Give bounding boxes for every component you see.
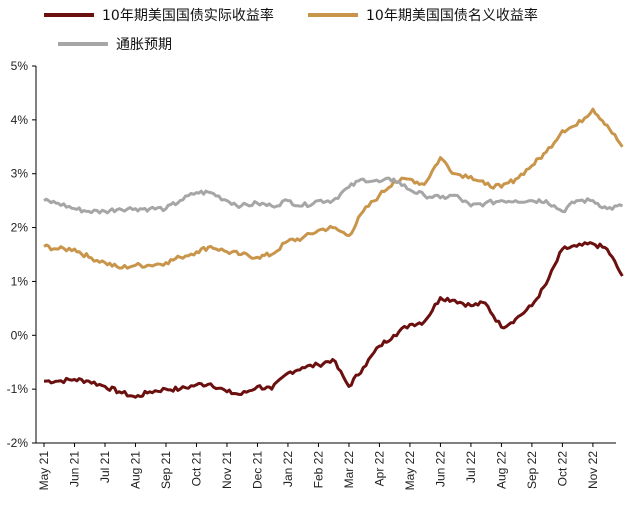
y-tick-label: -2%: [7, 436, 29, 450]
legend-label-nominal-yield: 10年期美国国债名义收益率: [366, 8, 538, 24]
x-tick-label: Aug 21: [128, 451, 142, 489]
y-tick-label: 3%: [11, 167, 29, 181]
x-tick-label: Jun 21: [67, 451, 81, 487]
x-tick-label: Nov 21: [220, 451, 234, 489]
legend-swatch-inflation-expectation: [58, 42, 108, 46]
x-tick-label: Jul 21: [98, 451, 112, 483]
legend-label-inflation-expectation: 通胀预期: [116, 37, 172, 53]
x-tick-label: Jan 22: [281, 451, 295, 487]
y-tick-label: 4%: [11, 113, 29, 127]
y-tick-label: 2%: [11, 221, 29, 235]
series-nominal-yield: [43, 107, 624, 270]
legend-swatch-real-yield: [44, 13, 94, 17]
x-tick-labels: May 21 Jun 21 Jul 21 Aug 21 Sep 21 Oct 21 Nov …: [37, 451, 600, 491]
x-tick-label: May 21: [37, 451, 51, 491]
series-group: [43, 107, 624, 399]
x-tick-label: Aug 22: [494, 451, 508, 489]
x-tick-label: Sep 21: [159, 451, 173, 489]
y-tick-label: -1%: [7, 382, 29, 396]
x-tick-label: Jul 22: [464, 451, 478, 483]
legend-label-real-yield: 10年期美国国债实际收益率: [102, 8, 274, 24]
x-tick-label: Dec 21: [250, 451, 264, 489]
y-tick-label: 0%: [11, 328, 29, 342]
legend-item-nominal-yield: 10年期美国国债名义收益率: [308, 5, 538, 25]
legend-item-inflation-expectation: 通胀预期: [58, 34, 172, 54]
x-tick-label: Apr 22: [372, 451, 386, 487]
y-tick-labels: -2% -1% 0% 1% 2% 3% 4% 5%: [7, 59, 29, 450]
series-inflation-expectation: [43, 176, 624, 215]
x-tick-label: Jun 22: [433, 451, 447, 487]
x-tick-label: Feb 22: [311, 451, 325, 489]
y-tick-label: 1%: [11, 274, 29, 288]
axes-group: [32, 65, 616, 447]
series-real-yield: [44, 241, 624, 399]
x-tick-label: Oct 21: [189, 451, 203, 487]
x-tick-label: Mar 22: [342, 451, 356, 489]
legend-item-real-yield: 10年期美国国债实际收益率: [44, 5, 274, 25]
legend-swatch-nominal-yield: [308, 13, 358, 17]
x-tick-label: May 22: [403, 451, 417, 491]
x-tick-label: Oct 22: [555, 451, 569, 487]
x-tick-label: Sep 22: [525, 451, 539, 489]
y-tick-label: 5%: [11, 59, 29, 73]
x-tick-label: Nov 22: [586, 451, 600, 489]
